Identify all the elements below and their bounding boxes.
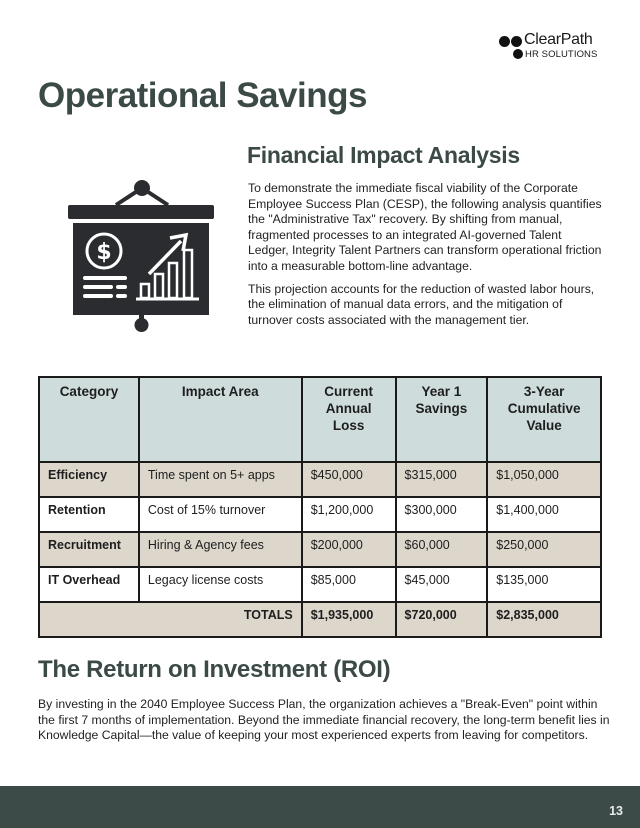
table-row: Recruitment Hiring & Agency fees $200,00… xyxy=(38,531,602,568)
company-logo: ClearPath HR SOLUTIONS xyxy=(499,31,609,64)
cell-cumulative-value: $1,400,000 xyxy=(486,496,602,533)
cell-year1-savings: $60,000 xyxy=(394,531,489,568)
cell-current-loss: $85,000 xyxy=(300,566,397,603)
total-current-loss: $1,935,000 xyxy=(300,601,397,638)
logo-sub-text: HR SOLUTIONS xyxy=(525,49,598,60)
cell-category: Efficiency xyxy=(38,461,140,498)
intro-paragraph: To demonstrate the immediate fiscal viab… xyxy=(248,181,602,273)
totals-label: TOTALS xyxy=(38,601,303,638)
column-header-impact-area: Impact Area xyxy=(137,376,303,463)
cell-category: IT Overhead xyxy=(38,566,140,603)
total-year1-savings: $720,000 xyxy=(394,601,489,638)
column-header-current-annual-loss: Current Annual Loss xyxy=(300,376,397,463)
cell-impact-area: Time spent on 5+ apps xyxy=(137,461,303,498)
financial-impact-table: Category Impact Area Current Annual Loss… xyxy=(38,376,602,638)
logo-dot-icon xyxy=(511,36,522,47)
svg-text:$: $ xyxy=(96,240,111,265)
presentation-board-icon: $ xyxy=(66,178,218,334)
financial-impact-intro: To demonstrate the immediate fiscal viab… xyxy=(248,181,604,335)
table-totals-row: TOTALS $1,935,000 $720,000 $2,835,000 xyxy=(38,601,602,638)
intro-paragraph: This projection accounts for the reducti… xyxy=(248,281,595,327)
cell-cumulative-value: $1,050,000 xyxy=(486,461,602,498)
page-title: Operational Savings xyxy=(38,76,367,115)
cell-category: Recruitment xyxy=(38,531,140,568)
cell-impact-area: Legacy license costs xyxy=(137,566,303,603)
page-footer: 13 xyxy=(0,786,640,828)
section-heading-roi: The Return on Investment (ROI) xyxy=(38,656,391,683)
logo-dot-icon xyxy=(513,49,523,59)
cell-impact-area: Cost of 15% turnover xyxy=(137,496,303,533)
cell-impact-area: Hiring & Agency fees xyxy=(137,531,303,568)
cell-cumulative-value: $250,000 xyxy=(486,531,602,568)
table-row: IT Overhead Legacy license costs $85,000… xyxy=(38,566,602,603)
section-heading-financial-impact: Financial Impact Analysis xyxy=(247,142,520,168)
logo-brand-text: ClearPath xyxy=(524,31,593,48)
cell-category: Retention xyxy=(38,496,140,533)
column-header-year1-savings: Year 1 Savings xyxy=(394,376,489,463)
column-header-3year-cumulative: 3-Year Cumulative Value xyxy=(486,376,602,463)
roi-paragraph: By investing in the 2040 Employee Succes… xyxy=(38,697,610,742)
table-row: Efficiency Time spent on 5+ apps $450,00… xyxy=(38,461,602,498)
cell-cumulative-value: $135,000 xyxy=(486,566,602,603)
table-header-row: Category Impact Area Current Annual Loss… xyxy=(38,376,602,463)
column-header-category: Category xyxy=(38,376,140,463)
cell-current-loss: $1,200,000 xyxy=(300,496,397,533)
cell-year1-savings: $45,000 xyxy=(394,566,489,603)
logo-dot-icon xyxy=(499,36,510,47)
cell-current-loss: $450,000 xyxy=(300,461,397,498)
cell-current-loss: $200,000 xyxy=(300,531,397,568)
cell-year1-savings: $300,000 xyxy=(394,496,489,533)
table-row: Retention Cost of 15% turnover $1,200,00… xyxy=(38,496,602,533)
cell-year1-savings: $315,000 xyxy=(394,461,489,498)
total-cumulative-value: $2,835,000 xyxy=(486,601,602,638)
page-number: 13 xyxy=(609,804,623,818)
